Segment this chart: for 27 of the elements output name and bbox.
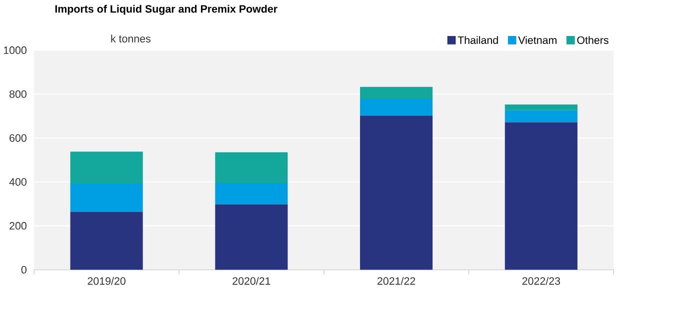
bar [70, 152, 143, 184]
bar [215, 182, 288, 204]
y-tick-label: 800 [10, 90, 26, 98]
bar [215, 152, 288, 183]
x-tick-label: 2019/20 [88, 276, 126, 285]
bar [504, 104, 578, 110]
y-tick-label: 200 [10, 222, 26, 230]
x-tick-label: 2022/23 [522, 276, 560, 285]
legend-label: Thailand [458, 36, 498, 44]
y-axis-title: k tonnes [111, 34, 150, 42]
y-tick-label: 1000 [4, 46, 26, 54]
bar [504, 110, 578, 122]
bar [70, 183, 143, 212]
legend-label: Others [577, 36, 608, 44]
bar [215, 204, 288, 270]
bar [504, 122, 578, 270]
bar [70, 212, 143, 270]
chart-title: Imports of Liquid Sugar and Premix Powder [55, 4, 278, 15]
y-tick-label: 0 [21, 266, 26, 274]
bar [360, 86, 433, 99]
legend-label: Vietnam [518, 36, 556, 44]
y-tick-label: 400 [9, 178, 26, 186]
bar [360, 98, 433, 116]
bar [360, 116, 433, 270]
y-tick-label: 600 [10, 134, 26, 142]
x-tick-label: 2021/22 [378, 276, 416, 285]
x-tick-label: 2020/21 [232, 276, 270, 285]
